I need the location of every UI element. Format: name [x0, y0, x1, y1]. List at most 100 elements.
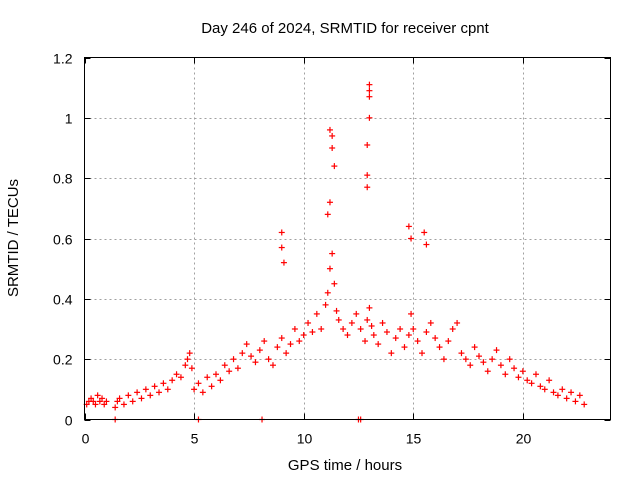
data-point [537, 383, 544, 390]
data-point [261, 338, 268, 345]
data-point [366, 93, 373, 100]
data-point [103, 398, 110, 405]
data-point [283, 350, 290, 357]
data-point [568, 389, 575, 396]
data-point [528, 380, 535, 387]
data-point [234, 365, 241, 372]
data-point [287, 341, 294, 348]
data-point [138, 395, 145, 402]
data-point [186, 350, 193, 357]
data-point [357, 326, 364, 332]
data-point [572, 398, 579, 405]
data-point [252, 359, 259, 366]
data-point [151, 383, 158, 390]
data-point [326, 199, 333, 206]
data-point [256, 347, 263, 354]
data-point [280, 259, 287, 266]
data-point [114, 398, 121, 405]
data-point [305, 319, 312, 326]
data-point [278, 229, 285, 236]
data-point [173, 371, 180, 378]
data-point [184, 356, 191, 363]
data-point [484, 368, 491, 375]
data-point [331, 280, 338, 287]
data-point [388, 350, 395, 357]
data-point [92, 401, 99, 408]
data-point [440, 356, 447, 363]
y-tick-label: 0.6 [53, 232, 73, 248]
data-point [125, 392, 132, 399]
data-point [421, 229, 428, 236]
data-point [274, 344, 281, 351]
data-point [88, 395, 95, 402]
data-point [99, 395, 106, 402]
grid-layer [84, 57, 611, 420]
data-point [524, 377, 531, 384]
data-point [480, 359, 487, 366]
data-point [160, 380, 167, 387]
data-point [436, 344, 443, 351]
data-point [326, 265, 333, 272]
data-point [364, 316, 371, 323]
data-point [134, 389, 141, 396]
data-point [445, 338, 452, 345]
data-point [519, 368, 526, 375]
data-point [324, 211, 331, 218]
data-point [129, 398, 136, 405]
data-point [502, 371, 509, 378]
data-point [335, 316, 342, 323]
data-point [458, 350, 465, 357]
plot-frame [84, 57, 611, 420]
data-point [432, 335, 439, 342]
data-point [405, 223, 412, 230]
data-point [467, 362, 474, 369]
x-tick-label: 0 [82, 431, 90, 447]
data-point [204, 374, 211, 381]
data-point [120, 401, 127, 408]
data-point [296, 338, 303, 345]
y-tick-label: 0 [65, 413, 73, 429]
data-point [344, 332, 351, 339]
data-point [329, 132, 336, 139]
data-point [96, 398, 103, 405]
data-point [414, 338, 421, 345]
data-point [94, 392, 101, 399]
data-point [142, 386, 149, 393]
data-point [333, 307, 340, 314]
data-point [370, 332, 377, 339]
data-point [497, 362, 504, 369]
y-tick-label: 0.4 [53, 292, 73, 308]
data-point [195, 380, 202, 387]
data-point [364, 141, 371, 148]
y-tick-label: 0.8 [53, 171, 73, 187]
data-point [208, 383, 215, 390]
data-point [318, 326, 325, 332]
data-point [489, 356, 496, 363]
data-point [331, 163, 338, 170]
data-point [147, 392, 154, 399]
data-point [493, 347, 500, 354]
data-point [322, 301, 329, 308]
data-point [243, 341, 250, 348]
data-point [471, 344, 478, 351]
data-point [291, 326, 298, 332]
y-tick-label: 1.2 [53, 51, 73, 67]
x-tick-label: 5 [191, 431, 199, 447]
data-point [329, 145, 336, 151]
data-point [576, 392, 583, 399]
points-layer [83, 81, 588, 423]
data-point [230, 356, 237, 363]
data-point [217, 377, 224, 384]
x-tick-label: 10 [297, 431, 313, 447]
data-point [366, 87, 373, 94]
data-point [405, 332, 412, 339]
data-point [269, 362, 276, 369]
data-point [532, 371, 539, 378]
data-point [353, 310, 360, 317]
data-point [392, 335, 399, 342]
data-point [213, 371, 219, 378]
data-point [366, 114, 373, 121]
data-point [329, 250, 336, 257]
data-point [313, 310, 320, 317]
